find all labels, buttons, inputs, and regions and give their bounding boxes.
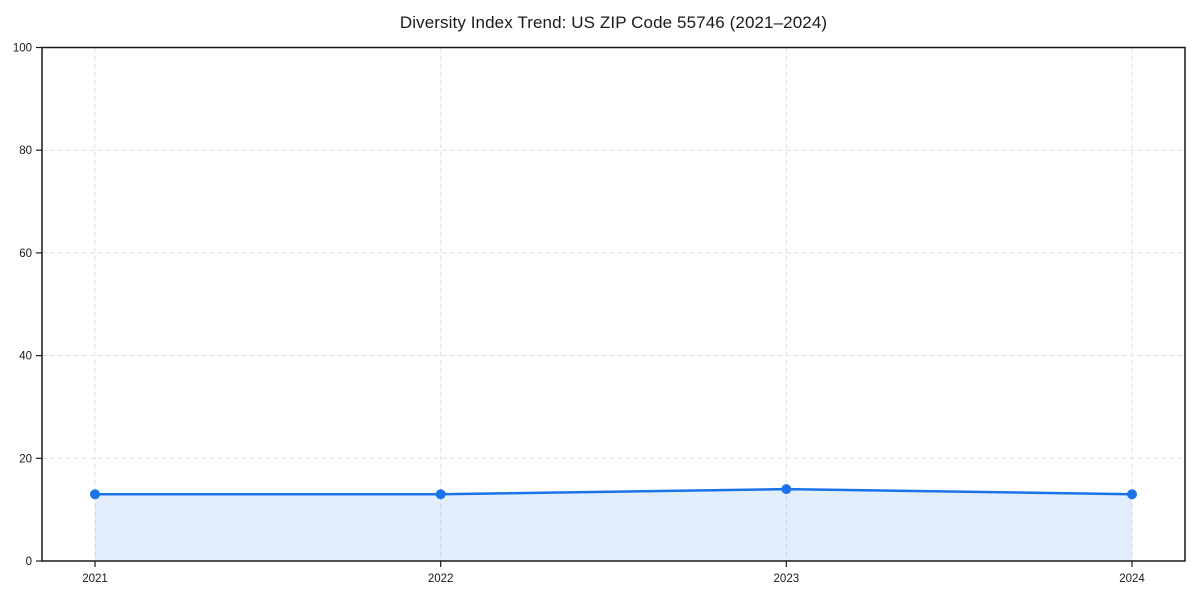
data-point-2023 (781, 484, 792, 495)
x-tick-label-2023: 2023 (774, 573, 800, 585)
x-tick-label-2021: 2021 (82, 573, 108, 585)
y-tick-label-80: 80 (19, 145, 32, 157)
data-point-2022 (435, 489, 446, 500)
x-tick-label-2022: 2022 (428, 573, 454, 585)
y-tick-label-0: 0 (26, 556, 32, 568)
y-tick-label-40: 40 (19, 351, 32, 363)
trend-line (93, 487, 1134, 496)
plot-border (41, 46, 1186, 562)
y-tick-label-60: 60 (19, 248, 32, 260)
chart-title: Diversity Index Trend: US ZIP Code 55746… (399, 13, 828, 32)
data-point-2021 (90, 489, 100, 500)
y-tick-label-100: 100 (13, 43, 32, 55)
data-point-2024 (1127, 489, 1137, 500)
y-tick-label-20: 20 (19, 453, 32, 465)
area-fill (95, 489, 1132, 561)
x-tick-label-2024: 2024 (1119, 573, 1145, 585)
